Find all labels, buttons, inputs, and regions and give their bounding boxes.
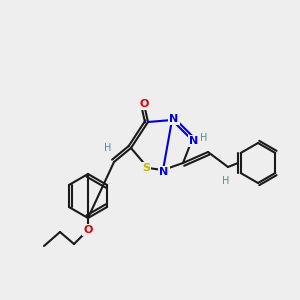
Text: H: H [222, 176, 230, 186]
Text: H: H [200, 133, 208, 143]
Text: N: N [189, 136, 199, 146]
Text: S: S [142, 163, 150, 173]
Text: N: N [169, 114, 178, 124]
Text: H: H [104, 143, 112, 153]
Text: N: N [159, 167, 169, 177]
Text: O: O [83, 225, 93, 235]
Text: O: O [139, 99, 149, 109]
